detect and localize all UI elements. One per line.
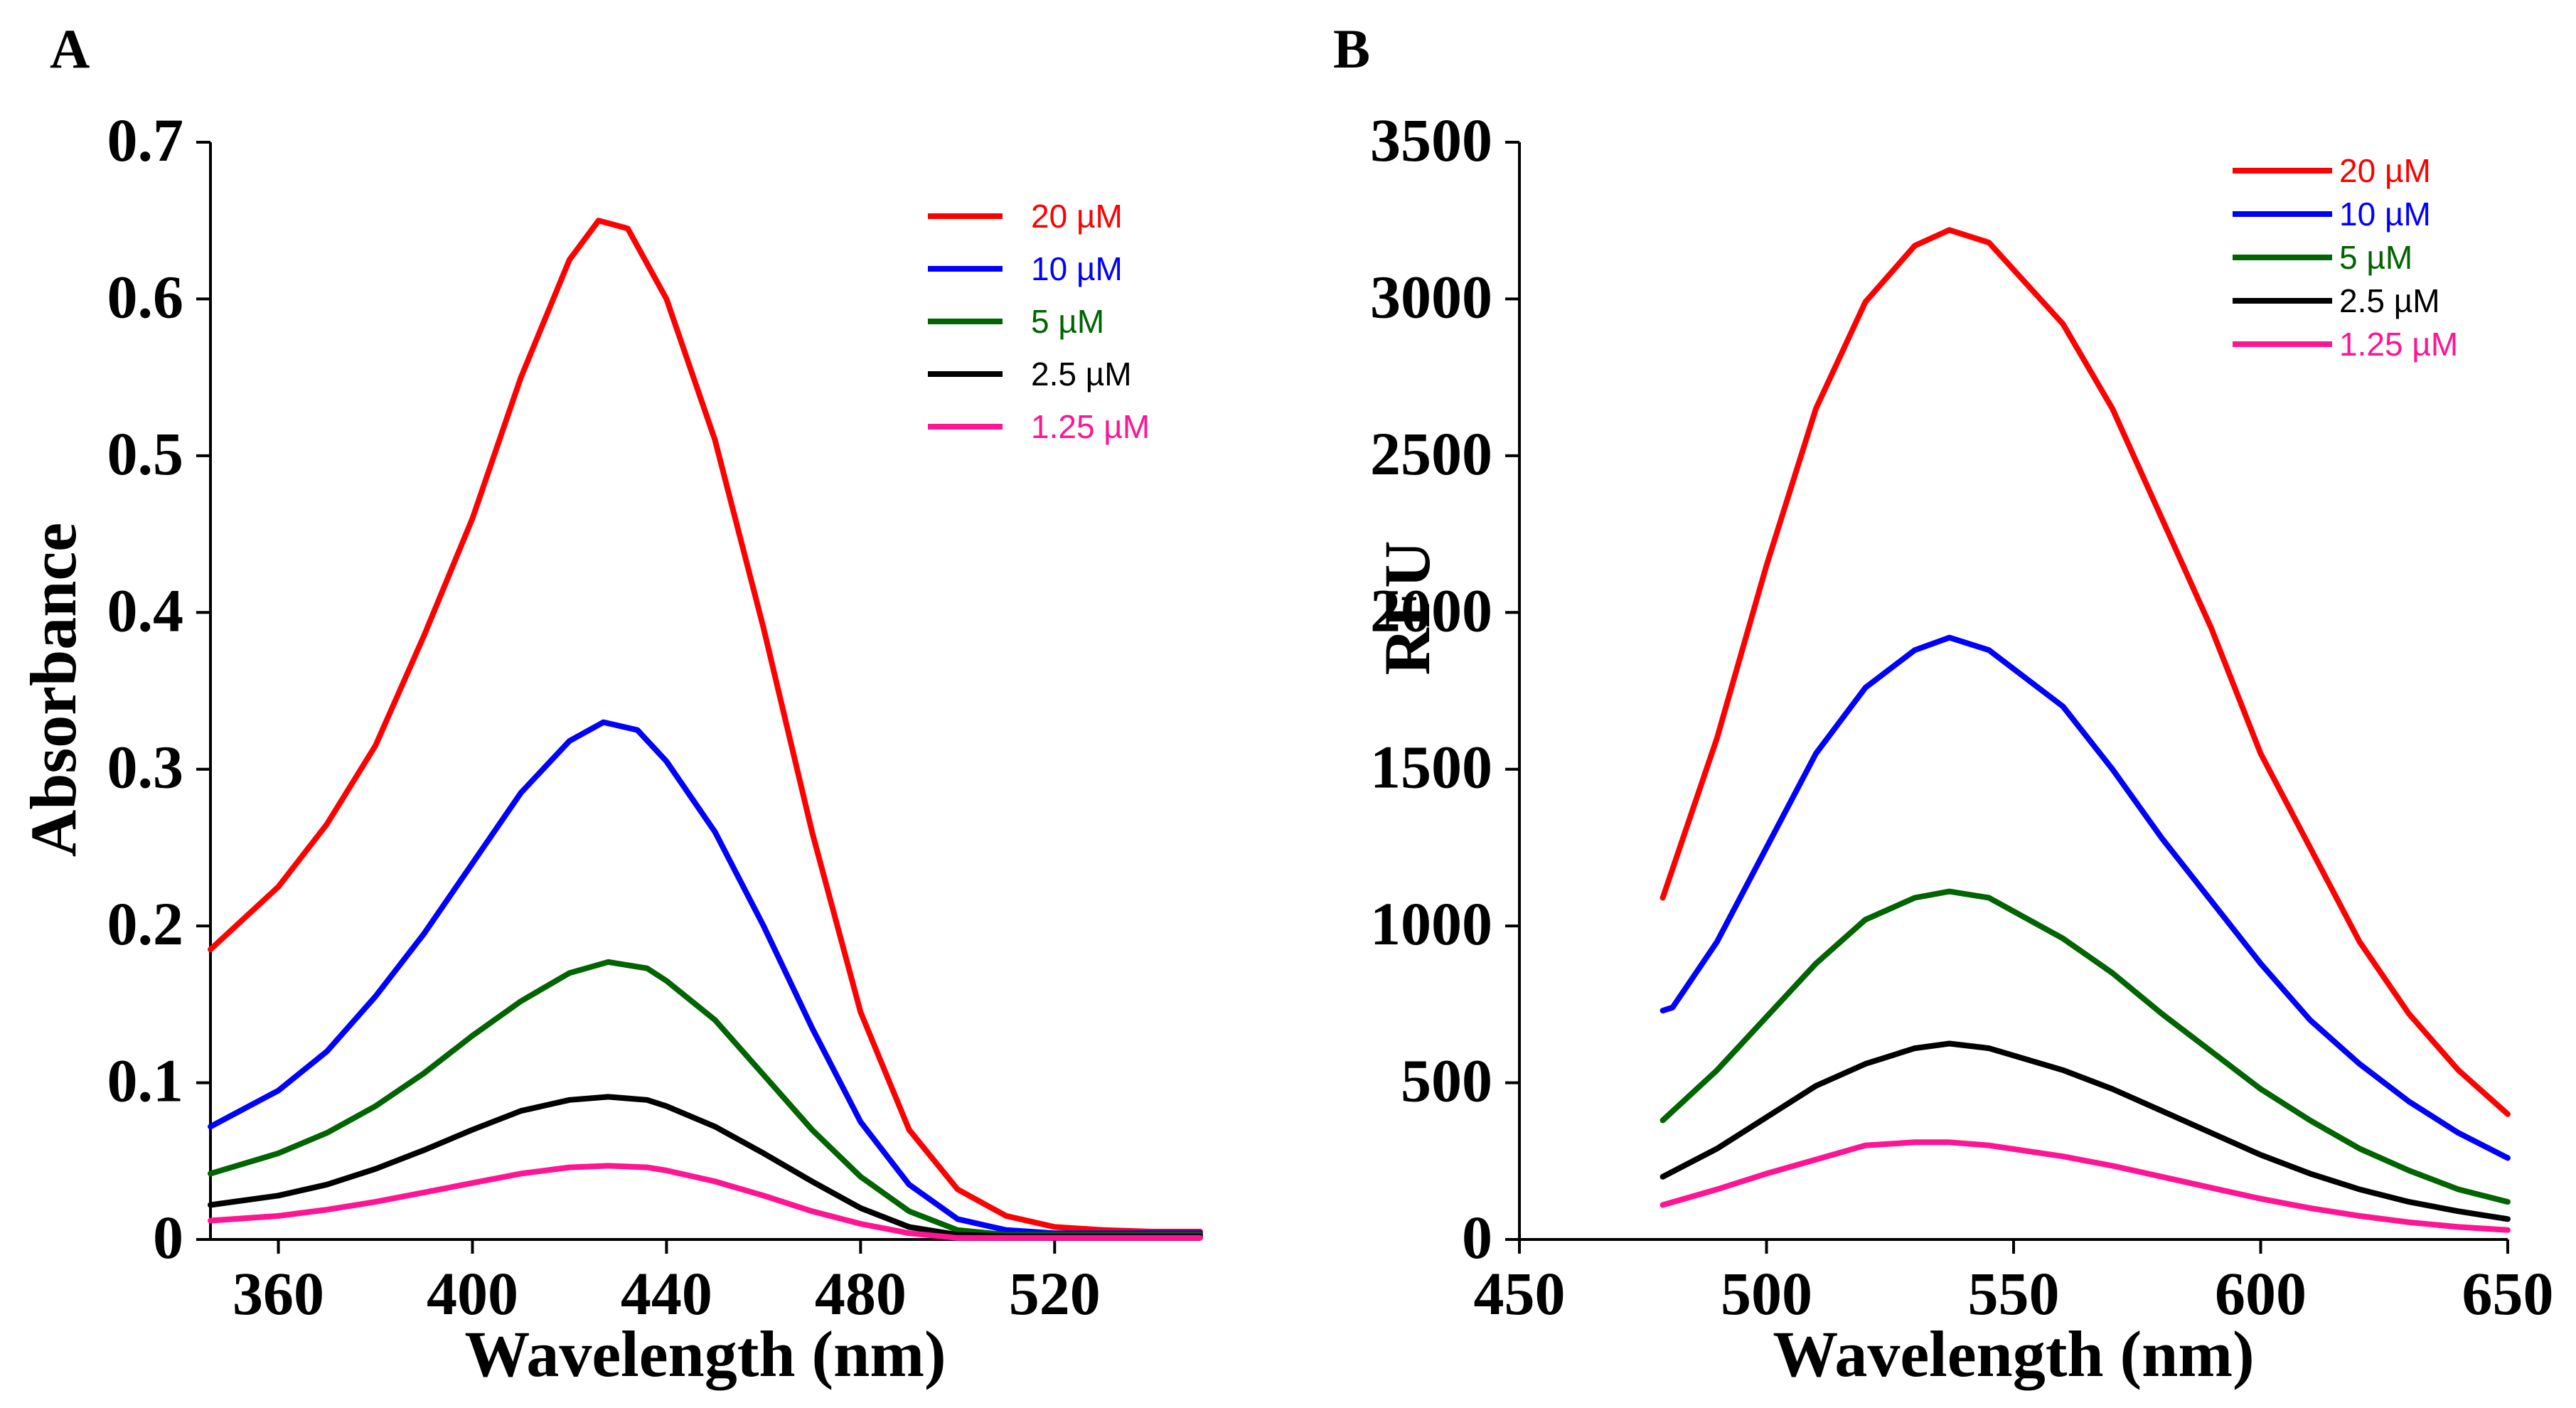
series-line-4 (1660, 1040, 2511, 1222)
x-tick-label: 500 (1721, 1259, 1812, 1328)
y-tick-label: 0.4 (107, 576, 184, 644)
y-tick-label: 0 (1462, 1203, 1492, 1271)
legend-label: 2.5 µM (2339, 282, 2440, 319)
x-tick-label: 440 (621, 1259, 712, 1328)
legend: 20 µM 10 µM 5 µM 2.5 µM 1.25 µM (928, 198, 1150, 445)
y-tick-label: 3500 (1370, 106, 1492, 174)
y-tick-label: 0 (153, 1203, 183, 1271)
series-line-3 (1660, 888, 2511, 1205)
x-axis-title: Wavelength (nm) (1773, 1318, 2254, 1390)
series-line-5 (208, 1163, 1203, 1241)
x-tick-label: 600 (2215, 1259, 2307, 1328)
y-tick-label: 0.5 (107, 420, 184, 488)
series-line-1 (208, 218, 1203, 1234)
x-tick-label: 650 (2462, 1259, 2554, 1328)
y-tick-label: 0.7 (107, 106, 184, 174)
y-tick-label: 1500 (1370, 733, 1492, 801)
series-line-1 (1660, 227, 2511, 1117)
x-axis-title: Wavelength (nm) (464, 1318, 946, 1390)
legend-label: 20 µM (2339, 152, 2431, 189)
series-line-4 (208, 1094, 1203, 1239)
y-axis-title: Absorbance (17, 523, 90, 857)
y-tick-label: 0.6 (107, 262, 184, 331)
y-tick-label: 2500 (1370, 420, 1492, 488)
x-tick-label: 450 (1474, 1259, 1566, 1328)
series-line-2 (1660, 634, 2511, 1161)
x-tick-label: 400 (427, 1259, 518, 1328)
legend-label: 10 µM (1031, 250, 1123, 287)
legend-label: 5 µM (1031, 303, 1104, 340)
x-tick-label: 480 (815, 1259, 907, 1328)
chart-panel-a: A 0 0.1 0.2 0.3 0.4 0.5 0.6 0.7 360 400 440 480 520 Wa… (17, 18, 1203, 1390)
legend-label: 5 µM (2339, 239, 2412, 276)
panel-label: B (1333, 18, 1370, 80)
series-line-2 (208, 719, 1203, 1237)
x-tick-label: 520 (1009, 1259, 1101, 1328)
x-tick-label: 360 (233, 1259, 324, 1328)
legend: 20 µM 10 µM 5 µM 2.5 µM 1.25 µM (2233, 152, 2458, 363)
y-tick-label: 0.1 (107, 1047, 184, 1115)
legend-label: 1.25 µM (2339, 326, 2458, 363)
legend-label: 1.25 µM (1031, 408, 1150, 445)
legend-label: 2.5 µM (1031, 356, 1132, 393)
chart-panel-b: B 0 500 1000 1500 2000 2500 3000 3500 450 500 550 60… (1333, 18, 2554, 1390)
y-tick-label: 2000 (1370, 576, 1492, 644)
x-tick-label: 550 (1968, 1259, 2060, 1328)
y-tick-label: 1000 (1370, 890, 1492, 958)
legend-label: 10 µM (2339, 196, 2431, 233)
y-tick-label: 0.3 (107, 733, 184, 801)
legend-label: 20 µM (1031, 198, 1123, 235)
series-line-3 (208, 959, 1203, 1238)
series-line-5 (1660, 1139, 2511, 1233)
y-tick-label: 0.2 (107, 890, 184, 958)
y-tick-label: 3000 (1370, 262, 1492, 331)
panel-label: A (50, 18, 90, 80)
y-axis-title: RFU (1371, 540, 1443, 675)
y-tick-label: 500 (1401, 1047, 1492, 1115)
